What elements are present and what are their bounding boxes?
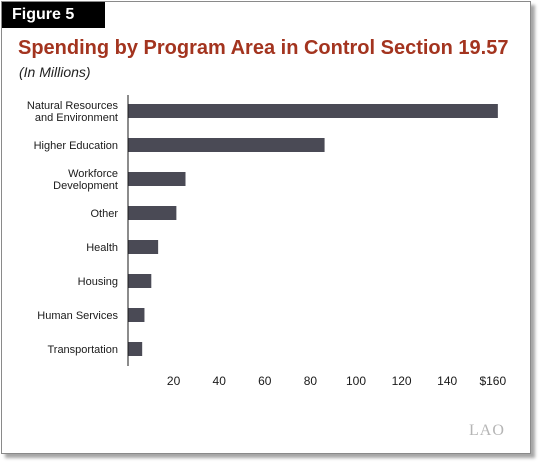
chart-subtitle: (In Millions) [19, 64, 91, 80]
bar [128, 206, 177, 220]
x-tick-label: 100 [346, 374, 366, 388]
x-tick-label: 60 [258, 374, 272, 388]
category-label: Natural Resources [27, 100, 119, 112]
category-label: Health [86, 242, 118, 254]
bar [128, 274, 152, 288]
category-label: Development [53, 180, 118, 192]
chart-title: Spending by Program Area in Control Sect… [18, 37, 509, 59]
category-label: Housing [78, 276, 118, 288]
x-tick-label: 20 [167, 374, 181, 388]
lao-logo: LAO [469, 422, 505, 439]
bar [128, 308, 145, 322]
bar [128, 240, 159, 254]
category-label: Higher Education [34, 140, 118, 152]
category-label: Transportation [47, 344, 118, 356]
x-tick-label: 140 [437, 374, 457, 388]
figure-frame: Figure 5 Spending by Program Area in Con… [1, 1, 531, 454]
x-tick-label: $160 [479, 374, 506, 388]
category-label: Workforce [68, 168, 118, 180]
category-label: Other [90, 208, 118, 220]
x-tick-label: 40 [213, 374, 227, 388]
x-tick-label: 80 [304, 374, 318, 388]
category-label: Human Services [37, 310, 118, 322]
bar [128, 138, 325, 152]
bar [128, 104, 498, 118]
x-tick-label: 120 [392, 374, 412, 388]
bar [128, 172, 186, 186]
category-label: and Environment [35, 112, 118, 124]
bar [128, 342, 143, 356]
figure-label: Figure 5 [2, 2, 105, 28]
